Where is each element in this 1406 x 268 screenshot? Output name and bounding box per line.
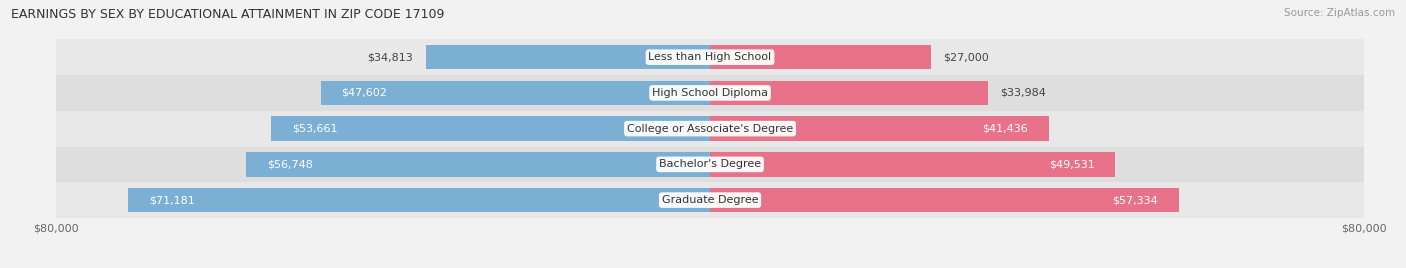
Bar	[426, 45, 710, 69]
Bar	[710, 188, 1178, 212]
Text: Less than High School: Less than High School	[648, 52, 772, 62]
Text: Source: ZipAtlas.com: Source: ZipAtlas.com	[1284, 8, 1395, 18]
Text: $27,000: $27,000	[943, 52, 988, 62]
Bar	[321, 81, 710, 105]
Bar	[710, 152, 1115, 177]
Text: $47,602: $47,602	[342, 88, 387, 98]
Text: $33,984: $33,984	[1000, 88, 1046, 98]
Bar	[710, 45, 931, 69]
Text: $34,813: $34,813	[367, 52, 413, 62]
Bar	[56, 75, 1364, 111]
Text: $49,531: $49,531	[1049, 159, 1094, 169]
Bar	[271, 117, 710, 141]
Text: High School Diploma: High School Diploma	[652, 88, 768, 98]
Text: College or Associate's Degree: College or Associate's Degree	[627, 124, 793, 134]
Bar	[56, 39, 1364, 75]
Text: $41,436: $41,436	[983, 124, 1028, 134]
Bar	[128, 188, 710, 212]
Text: $57,334: $57,334	[1112, 195, 1159, 205]
Text: $53,661: $53,661	[292, 124, 337, 134]
Text: Bachelor's Degree: Bachelor's Degree	[659, 159, 761, 169]
Text: $71,181: $71,181	[149, 195, 194, 205]
Bar	[710, 117, 1049, 141]
Bar	[56, 147, 1364, 182]
Bar	[710, 81, 988, 105]
Text: EARNINGS BY SEX BY EDUCATIONAL ATTAINMENT IN ZIP CODE 17109: EARNINGS BY SEX BY EDUCATIONAL ATTAINMEN…	[11, 8, 444, 21]
Bar	[56, 182, 1364, 218]
Text: Graduate Degree: Graduate Degree	[662, 195, 758, 205]
Bar	[56, 111, 1364, 147]
Bar	[246, 152, 710, 177]
Text: $56,748: $56,748	[267, 159, 312, 169]
